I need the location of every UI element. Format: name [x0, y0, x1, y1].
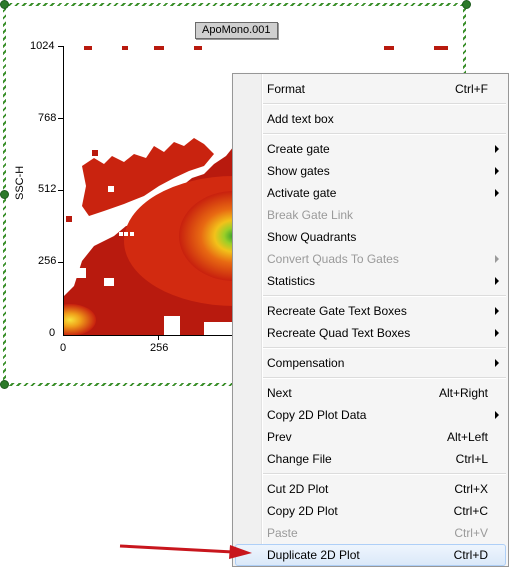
y-axis-label-text: SSC-H — [14, 165, 26, 200]
submenu-arrow-icon — [495, 329, 499, 337]
submenu-arrow-icon — [495, 145, 499, 153]
menu-item-show-gates[interactable]: Show gates — [235, 160, 506, 182]
menu-item-activate-gate[interactable]: Activate gate — [235, 182, 506, 204]
menu-item-label: Add text box — [267, 112, 334, 126]
menu-item-label: Compensation — [267, 356, 345, 370]
annotation-arrow-icon — [119, 544, 252, 559]
y-tick — [58, 262, 63, 263]
menu-item-statistics[interactable]: Statistics — [235, 270, 506, 292]
menu-gutter-divider — [262, 74, 263, 566]
menu-item-add-text-box[interactable]: Add text box — [235, 108, 506, 130]
y-tick-label: 512 — [38, 183, 57, 195]
menu-item-label: Paste — [267, 526, 298, 540]
menu-item-copy-2d-plot-data[interactable]: Copy 2D Plot Data — [235, 404, 506, 426]
menu-item-shortcut: Alt+Right — [438, 386, 488, 400]
y-tick — [58, 46, 63, 47]
density-speckles — [66, 46, 448, 222]
plot-title[interactable]: ApoMono.001 — [195, 22, 278, 39]
menu-item-label: Recreate Gate Text Boxes — [267, 304, 407, 318]
menu-item-compensation[interactable]: Compensation — [235, 352, 506, 374]
menu-item-convert-quads-to-gates: Convert Quads To Gates — [235, 248, 506, 270]
resize-handle-top-right[interactable] — [462, 0, 471, 9]
menu-item-label: Show gates — [267, 164, 330, 178]
menu-item-shortcut: Ctrl+C — [453, 504, 488, 518]
menu-item-label: Cut 2D Plot — [267, 482, 329, 496]
submenu-arrow-icon — [495, 411, 499, 419]
menu-item-label: Recreate Quad Text Boxes — [267, 326, 411, 340]
menu-item-label: Convert Quads To Gates — [267, 252, 399, 266]
menu-item-shortcut: Ctrl+V — [454, 526, 488, 540]
menu-item-label: Prev — [267, 430, 292, 444]
submenu-arrow-icon — [495, 167, 499, 175]
menu-item-shortcut: Alt+Left — [446, 430, 488, 444]
x-tick-label: 256 — [150, 342, 169, 354]
x-tick — [158, 335, 159, 340]
menu-item-shortcut: Ctrl+F — [455, 82, 488, 96]
resize-handle-top-left[interactable] — [0, 0, 9, 9]
menu-separator — [263, 295, 506, 297]
menu-item-next[interactable]: Next Alt+Right — [235, 382, 506, 404]
menu-item-label: Change File — [267, 452, 332, 466]
y-tick-label: 0 — [49, 327, 56, 339]
submenu-arrow-icon — [495, 307, 499, 315]
submenu-arrow-icon — [495, 277, 499, 285]
context-menu: Format Ctrl+F Add text box Create gate S… — [232, 73, 509, 567]
y-tick — [58, 190, 63, 191]
menu-item-recreate-quad-text-boxes[interactable]: Recreate Quad Text Boxes — [235, 322, 506, 344]
menu-icon-gutter — [233, 74, 262, 566]
resize-handle-mid-left[interactable] — [0, 190, 9, 199]
menu-item-cut-2d-plot[interactable]: Cut 2D Plot Ctrl+X — [235, 478, 506, 500]
menu-item-label: Duplicate 2D Plot — [267, 548, 360, 562]
submenu-arrow-icon — [495, 255, 499, 263]
population-cloud-top — [82, 138, 214, 216]
menu-item-label: Copy 2D Plot Data — [267, 408, 367, 422]
y-tick-label: 256 — [38, 255, 57, 267]
menu-item-break-gate-link: Break Gate Link — [235, 204, 506, 226]
resize-handle-bottom-left[interactable] — [0, 380, 9, 389]
submenu-arrow-icon — [495, 189, 499, 197]
menu-item-label: Statistics — [267, 274, 316, 288]
x-tick-label: 0 — [60, 342, 67, 354]
menu-separator — [263, 347, 506, 349]
menu-item-create-gate[interactable]: Create gate — [235, 138, 506, 160]
menu-item-shortcut: Ctrl+L — [455, 452, 488, 466]
menu-item-paste: Paste Ctrl+V — [235, 522, 506, 544]
menu-item-label: Show Quadrants — [267, 230, 357, 244]
menu-item-label: Create gate — [267, 142, 330, 156]
population-corner — [64, 304, 96, 335]
menu-item-label: Format — [267, 82, 306, 96]
menu-item-copy-2d-plot[interactable]: Copy 2D Plot Ctrl+C — [235, 500, 506, 522]
menu-item-duplicate-2d-plot[interactable]: Duplicate 2D Plot Ctrl+D — [235, 544, 506, 566]
menu-item-prev[interactable]: Prev Alt+Left — [235, 426, 506, 448]
y-tick-label: 768 — [38, 112, 57, 124]
y-tick-label: 1024 — [30, 40, 55, 52]
y-axis-label: SSC-H — [14, 148, 26, 200]
menu-separator — [263, 377, 506, 379]
menu-item-label: Next — [267, 386, 292, 400]
y-tick — [58, 118, 63, 119]
menu-separator — [263, 473, 506, 475]
menu-item-label: Activate gate — [267, 186, 337, 200]
menu-separator — [263, 133, 506, 135]
menu-item-change-file[interactable]: Change File Ctrl+L — [235, 448, 506, 470]
menu-item-label: Copy 2D Plot — [267, 504, 338, 518]
menu-separator — [263, 103, 506, 105]
menu-item-label: Break Gate Link — [267, 208, 354, 222]
submenu-arrow-icon — [495, 359, 499, 367]
menu-item-format[interactable]: Format Ctrl+F — [235, 78, 506, 100]
menu-item-shortcut: Ctrl+D — [453, 548, 488, 562]
menu-item-show-quadrants[interactable]: Show Quadrants — [235, 226, 506, 248]
menu-item-shortcut: Ctrl+X — [454, 482, 488, 496]
menu-item-recreate-gate-text-boxes[interactable]: Recreate Gate Text Boxes — [235, 300, 506, 322]
